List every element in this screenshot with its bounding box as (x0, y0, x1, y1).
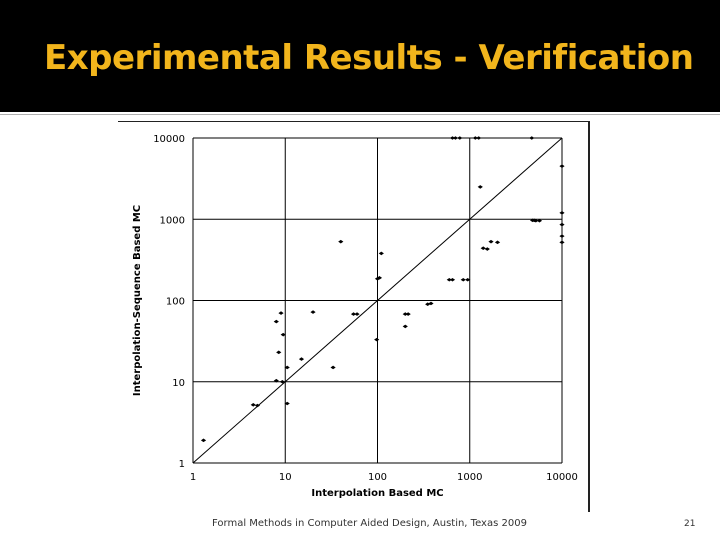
data-point (250, 403, 256, 407)
data-point (472, 136, 478, 140)
data-point (488, 239, 494, 244)
data-point (559, 211, 565, 215)
data-point (402, 324, 408, 329)
y-tick-labels: 1 10 100 1000 10000 (153, 134, 185, 470)
reference-line (192, 137, 563, 464)
data-point (428, 301, 434, 306)
data-point (338, 239, 344, 244)
x-tick-label: 1000 (457, 472, 482, 483)
x-axis-label: Interpolation Based MC (311, 488, 443, 499)
data-point (374, 337, 380, 342)
y-tick-label: 100 (166, 297, 185, 308)
y-tick-label: 10 (172, 378, 185, 389)
x-tick-label: 100 (368, 472, 387, 483)
data-points (200, 136, 565, 443)
x-tick-labels: 1 10 100 1000 10000 (190, 472, 578, 483)
data-point (536, 218, 543, 223)
data-point (200, 438, 207, 443)
data-point (494, 240, 501, 245)
data-point (476, 136, 482, 140)
chart-frame: 1 10 100 1000 10000 1 10 100 1000 10000 Interpol… (118, 121, 590, 512)
data-point (284, 365, 290, 370)
y-axis-label: Interpolation-Sequence Based MC (132, 205, 143, 396)
data-point (298, 357, 305, 361)
x-tick-label: 10 (279, 472, 292, 483)
data-point (354, 312, 360, 316)
data-point (480, 246, 486, 251)
data-point (449, 277, 456, 282)
x-tick-label: 10000 (546, 472, 578, 483)
data-point (452, 136, 459, 140)
title-bar: Experimental Results - Verification (0, 0, 720, 112)
data-point (559, 164, 565, 168)
data-point (533, 218, 539, 223)
data-point (529, 136, 535, 140)
data-point (273, 378, 279, 383)
title-divider (0, 114, 720, 115)
data-point (402, 312, 408, 316)
data-point (559, 240, 565, 245)
grid-layer (192, 137, 563, 464)
footer-text: Formal Methods in Computer Aided Design,… (212, 518, 527, 529)
data-point (276, 350, 282, 355)
data-point (460, 277, 466, 282)
data-point (446, 277, 452, 282)
data-point (310, 310, 316, 314)
data-point (350, 312, 357, 316)
data-point (284, 401, 290, 406)
data-point (449, 136, 456, 140)
y-tick-label: 1 (179, 459, 185, 470)
data-point (465, 277, 471, 282)
data-point (425, 302, 431, 307)
data-point (280, 332, 286, 337)
data-point (457, 136, 463, 140)
data-point (378, 251, 384, 256)
data-point (559, 234, 565, 238)
data-point (376, 276, 383, 280)
data-point (484, 247, 490, 251)
slide-title: Experimental Results - Verification (44, 38, 694, 78)
x-tick-label: 1 (190, 472, 196, 483)
data-point (330, 365, 336, 370)
data-point (278, 311, 284, 315)
data-point (405, 312, 411, 316)
y-tick-label: 10000 (153, 134, 185, 145)
data-point (559, 222, 565, 227)
y-tick-label: 1000 (160, 215, 185, 226)
scatter-chart: 1 10 100 1000 10000 1 10 100 1000 10000 Interpol… (132, 134, 578, 499)
data-point (273, 319, 279, 324)
data-point (477, 185, 483, 189)
page-number: 21 (684, 519, 696, 529)
